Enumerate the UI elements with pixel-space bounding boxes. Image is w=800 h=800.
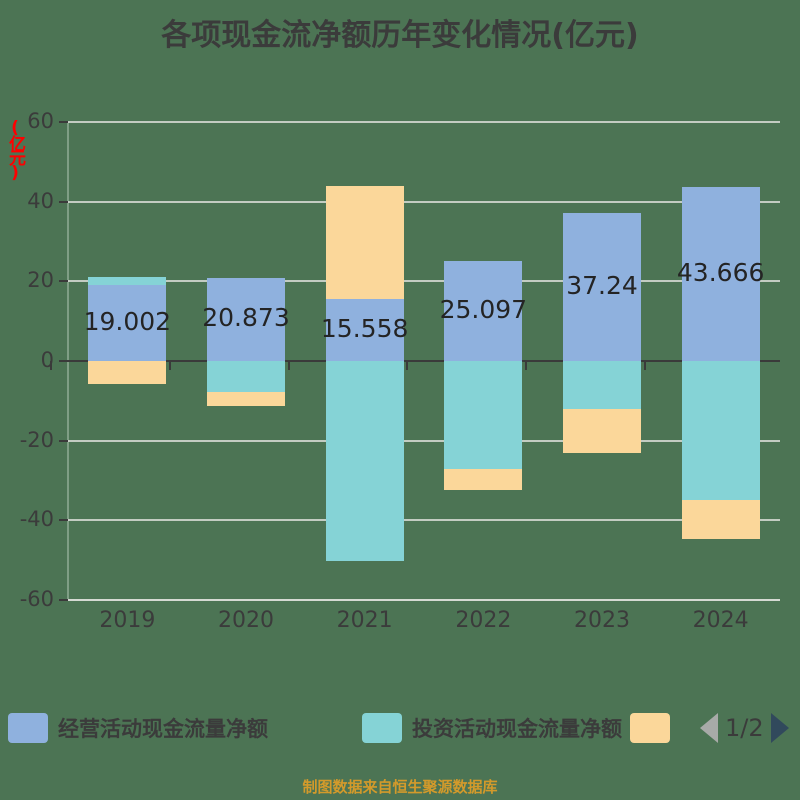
- bar-value-label: 43.666: [676, 258, 765, 288]
- bar-group-2019[interactable]: 19.002 2019: [50, 122, 171, 633]
- bar-segment[interactable]: [444, 468, 523, 491]
- bar-segment[interactable]: [325, 361, 404, 561]
- bar-segment[interactable]: [681, 500, 760, 540]
- x-axis-tick: [287, 361, 290, 370]
- x-axis-label-2021: 2021: [336, 608, 393, 633]
- bar-group-2022[interactable]: 25.097 2022: [406, 122, 527, 633]
- bar-segment[interactable]: [207, 277, 285, 361]
- legend-swatch-financing: [630, 713, 670, 743]
- gridline: [68, 121, 780, 123]
- chart-title: 各项现金流净额历年变化情况(亿元): [161, 18, 639, 53]
- x-axis-label-2020: 2020: [218, 608, 274, 633]
- legend-label-operating: 经营活动现金流量净额: [58, 717, 268, 741]
- legend-pager[interactable]: 1/2: [700, 706, 789, 750]
- bar-segment[interactable]: [444, 361, 523, 469]
- page-indicator: 1/2: [725, 714, 764, 742]
- bar-segment[interactable]: [681, 187, 760, 361]
- y-axis-unit-label: (亿元): [5, 118, 25, 180]
- x-axis-label-2023: 2023: [574, 608, 630, 633]
- y-axis-tick-label: -20: [19, 427, 54, 452]
- bar-segment[interactable]: [207, 361, 285, 393]
- y-axis-tick: [59, 599, 68, 601]
- bar-segment[interactable]: [88, 277, 167, 286]
- x-axis-tick: [643, 361, 646, 370]
- next-page-arrow-icon[interactable]: [770, 713, 789, 743]
- plot-bottom-line: [68, 599, 780, 601]
- legend-swatch-investing: [362, 713, 402, 743]
- y-axis-tick-label: 40: [27, 188, 54, 213]
- y-axis-tick-label: 60: [27, 109, 54, 133]
- y-axis-tick: [59, 121, 68, 123]
- legend-item-investing[interactable]: 投资活动现金流量净额: [362, 706, 622, 750]
- x-axis-label-2024: 2024: [692, 608, 749, 633]
- y-axis-tick-labels: 60 40 20 0 -20 -40 -60: [0, 109, 68, 611]
- bar-group-2023[interactable]: 37.24 2023: [525, 122, 641, 633]
- y-axis-tick: [59, 280, 68, 283]
- bar-value-label: 19.002: [83, 307, 172, 337]
- y-axis-tick: [59, 519, 68, 522]
- bar-segment[interactable]: [325, 185, 404, 300]
- zero-axis-line: [61, 360, 780, 362]
- x-axis-tick: [525, 361, 527, 370]
- x-axis-tick: [50, 361, 53, 370]
- bar-group-2020[interactable]: 20.873 2020: [169, 122, 290, 633]
- chart-footer-source: 制图数据来自恒生聚源数据库: [302, 778, 498, 796]
- y-axis-tick: [59, 439, 68, 442]
- bar-segment[interactable]: [88, 285, 167, 361]
- x-axis-label-2022: 2022: [455, 608, 512, 633]
- bar-group-2024[interactable]: 43.666 2024: [643, 122, 764, 633]
- bar-segment[interactable]: [563, 361, 641, 409]
- y-axis-tick-label: -60: [19, 587, 54, 611]
- legend-swatch-operating: [8, 713, 48, 743]
- x-axis-tick: [169, 361, 171, 370]
- legend-item-operating[interactable]: 经营活动现金流量净额: [8, 706, 268, 750]
- bar-value-label: 37.24: [566, 270, 638, 300]
- plot-area: 19.002 2019 20.873 2020 15.558 2021 25.097 2022…: [50, 121, 780, 633]
- bar-segment[interactable]: [88, 361, 167, 384]
- bar-segment[interactable]: [444, 261, 523, 361]
- x-axis-label-2019: 2019: [99, 608, 156, 633]
- prev-page-arrow-icon[interactable]: [700, 713, 718, 743]
- gridline: [68, 519, 780, 522]
- bar-group-2021[interactable]: 15.558 2021: [287, 122, 408, 633]
- gridline: [68, 439, 780, 442]
- y-axis-tick: [59, 200, 68, 203]
- bar-segment[interactable]: [681, 361, 760, 501]
- legend-item-financing[interactable]: [630, 706, 680, 750]
- bar-segment[interactable]: [325, 299, 404, 361]
- x-axis-tick: [406, 361, 409, 370]
- y-axis-tick-label: 20: [27, 268, 54, 293]
- bar-segment[interactable]: [563, 212, 641, 361]
- bar-value-label: 15.558: [320, 314, 409, 343]
- bar-value-label: 25.097: [439, 295, 528, 324]
- gridline: [68, 200, 780, 203]
- bar-segment[interactable]: [207, 392, 285, 406]
- gridline: [68, 280, 780, 283]
- chart-legend: 经营活动现金流量净额 投资活动现金流量净额: [0, 706, 800, 750]
- y-axis-tick-label: -40: [19, 507, 54, 532]
- legend-label-investing: 投资活动现金流量净额: [412, 717, 622, 741]
- bar-segment[interactable]: [563, 408, 641, 453]
- bar-value-label: 20.873: [202, 303, 290, 333]
